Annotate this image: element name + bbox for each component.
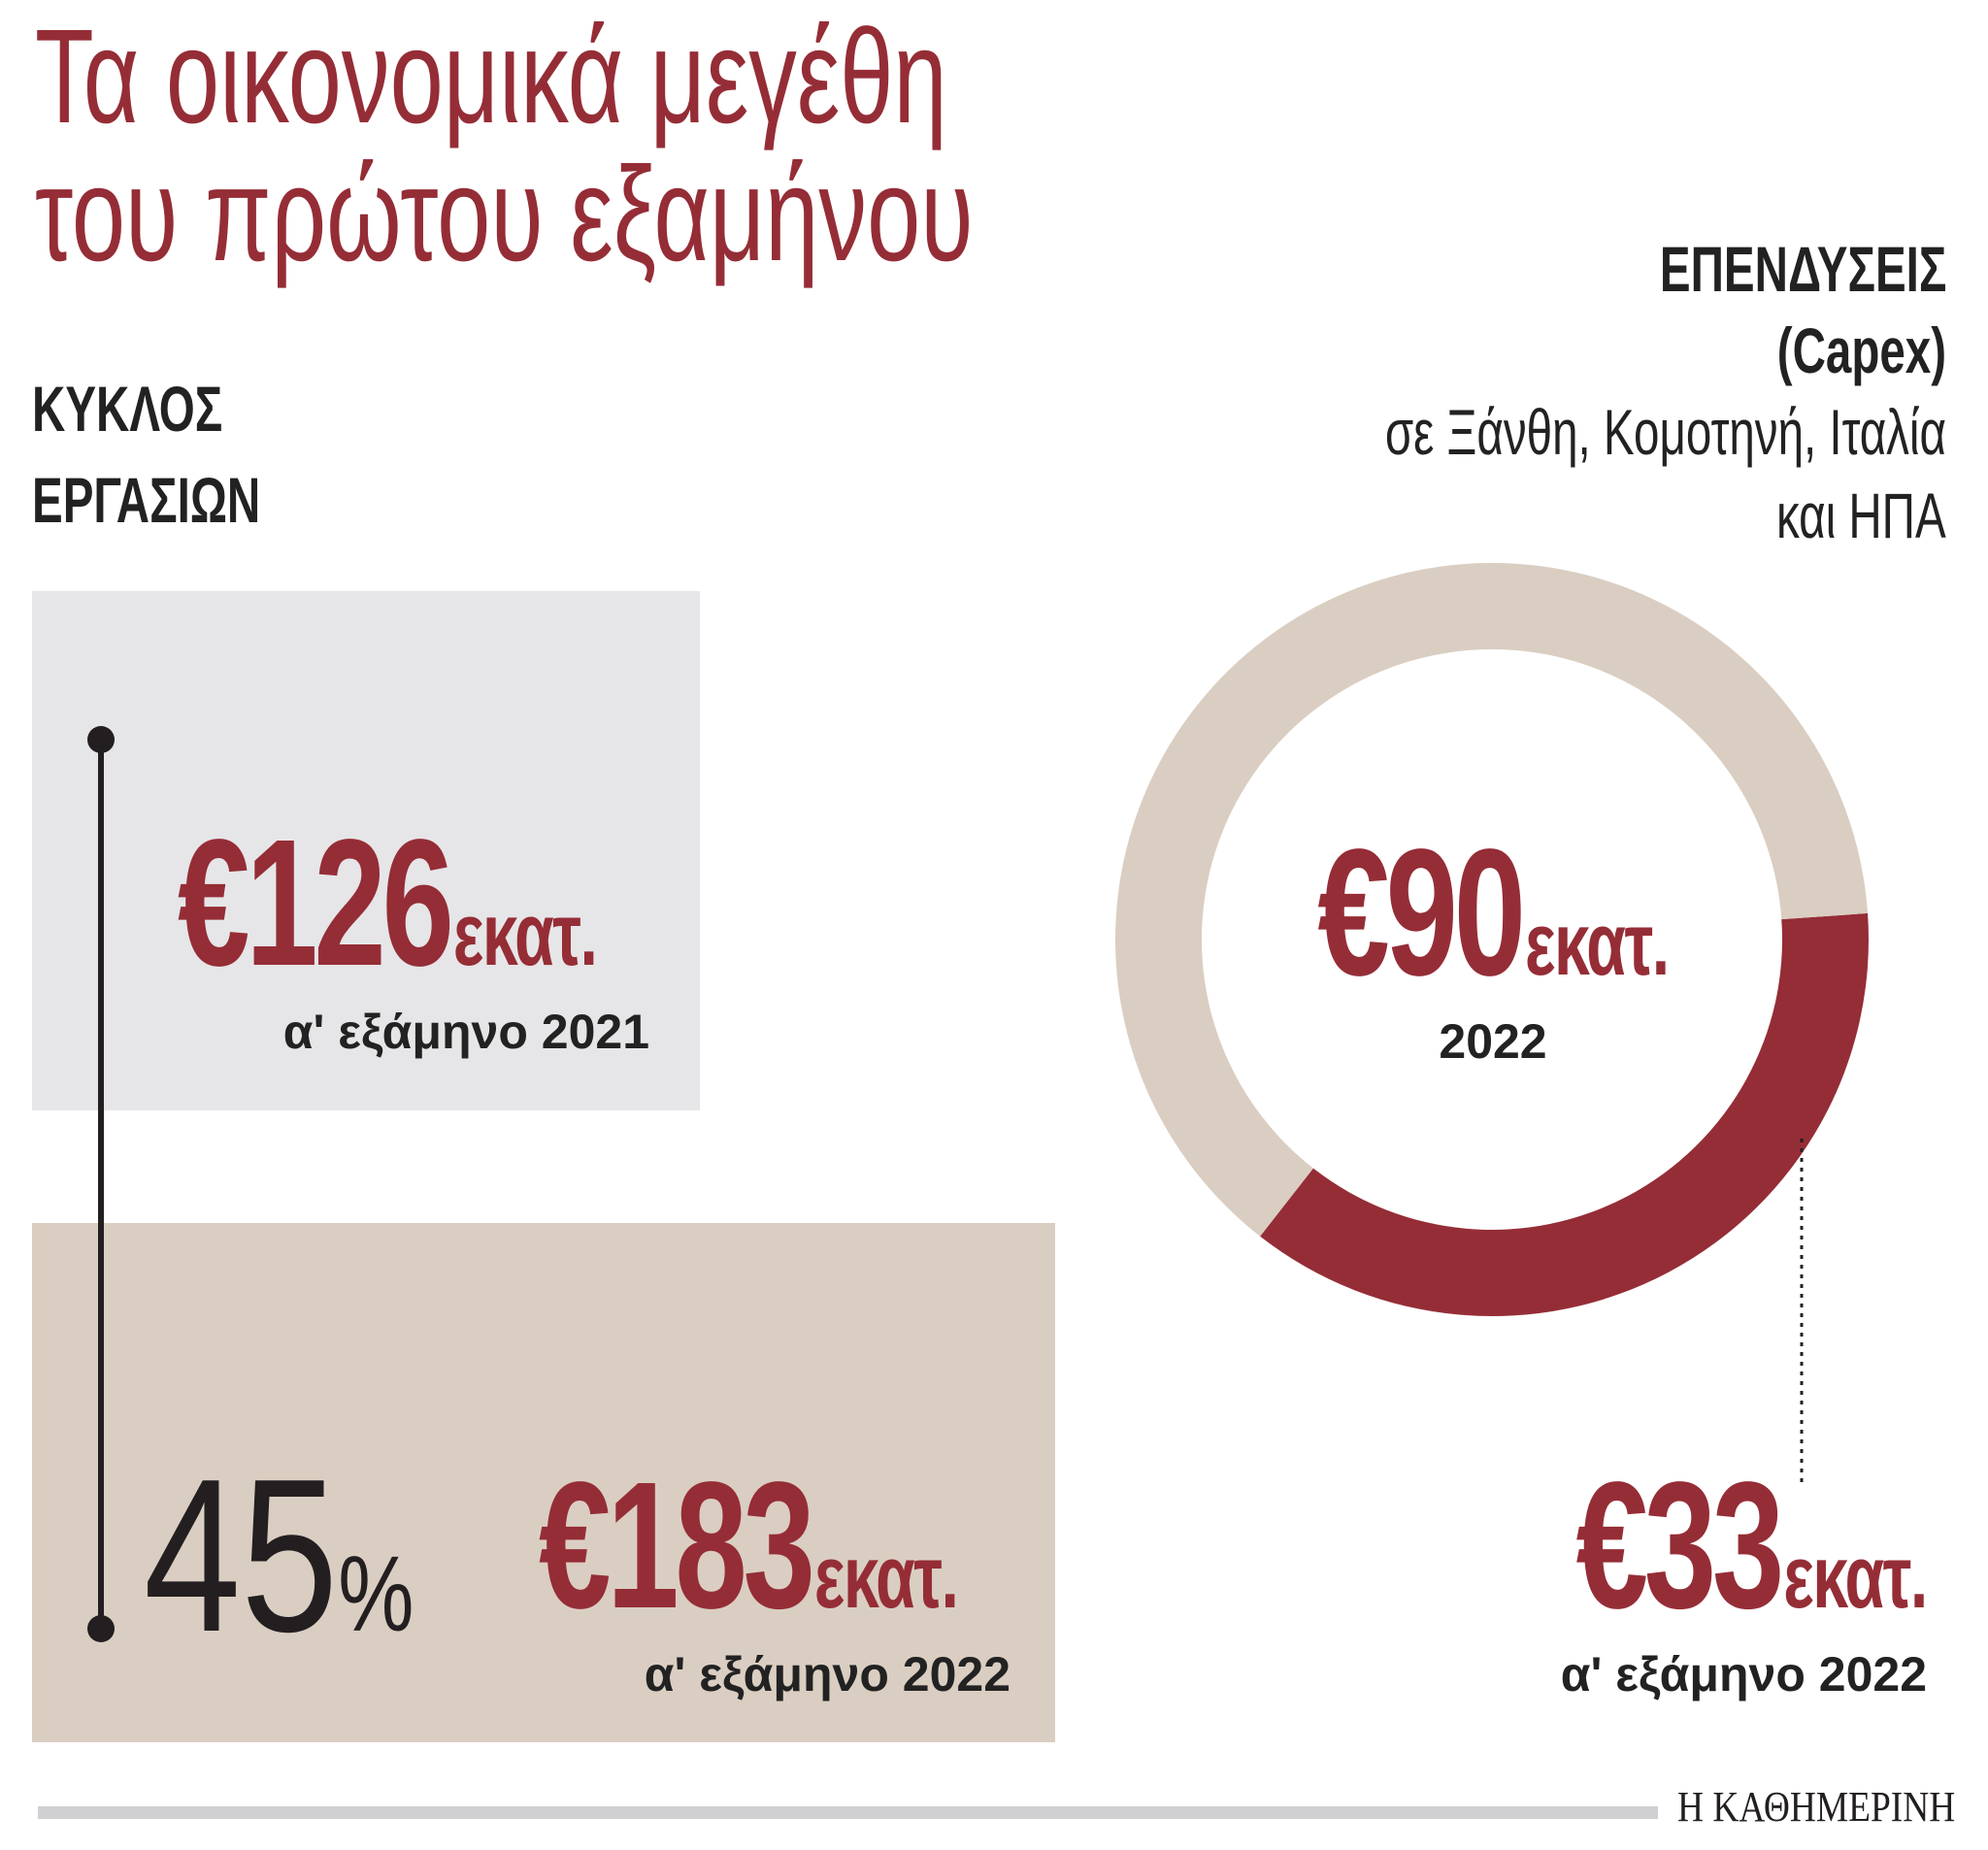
footer-rule <box>38 1806 1658 1819</box>
capex-description-1: σε Ξάνθη, Κομοτηνή, Ιταλία <box>1384 396 1946 468</box>
publisher-logo: Η ΚΑΘΗΜΕΡΙΝΗ <box>1677 1783 1956 1831</box>
capex-part-value: €33 εκατ. <box>1575 1445 1929 1646</box>
donut-slice-first-half <box>1260 912 1869 1316</box>
capex-part-label: α' εξάμηνο 2022 <box>1560 1647 1927 1701</box>
capex-heading-1: ΕΠΕΝΔΥΣΕΙΣ <box>1659 233 1946 305</box>
revenue-2022-label: α' εξάμηνο 2022 <box>644 1647 1011 1701</box>
capex-total-value: €90 εκατ. <box>1317 812 1670 1013</box>
revenue-2021-label: α' εξάμηνο 2021 <box>282 1005 649 1059</box>
revenue-heading-2: ΕΡΓΑΣΙΩΝ <box>32 464 261 536</box>
growth-percent: 45% <box>144 1433 414 1677</box>
growth-line-bottom-dot <box>87 1615 115 1642</box>
revenue-heading-1: ΚΥΚΛΟΣ <box>32 373 223 445</box>
growth-line <box>98 739 104 1628</box>
revenue-2022-box <box>32 1223 1055 1742</box>
capex-description-2: και ΗΠΑ <box>1776 479 1946 551</box>
revenue-2022-value: €183 εκατ. <box>539 1445 959 1646</box>
growth-line-top-dot <box>87 726 115 753</box>
title-line-1: Τα οικονομικά μεγέθη <box>35 2 947 151</box>
capex-total-label: 2022 <box>1439 1014 1547 1069</box>
capex-heading-2: (Capex) <box>1776 314 1946 386</box>
revenue-2021-box <box>32 591 700 1110</box>
title-line-2: του πρώτου εξαμήνου <box>35 140 974 289</box>
revenue-2021-value: €126 εκατ. <box>178 803 598 1004</box>
